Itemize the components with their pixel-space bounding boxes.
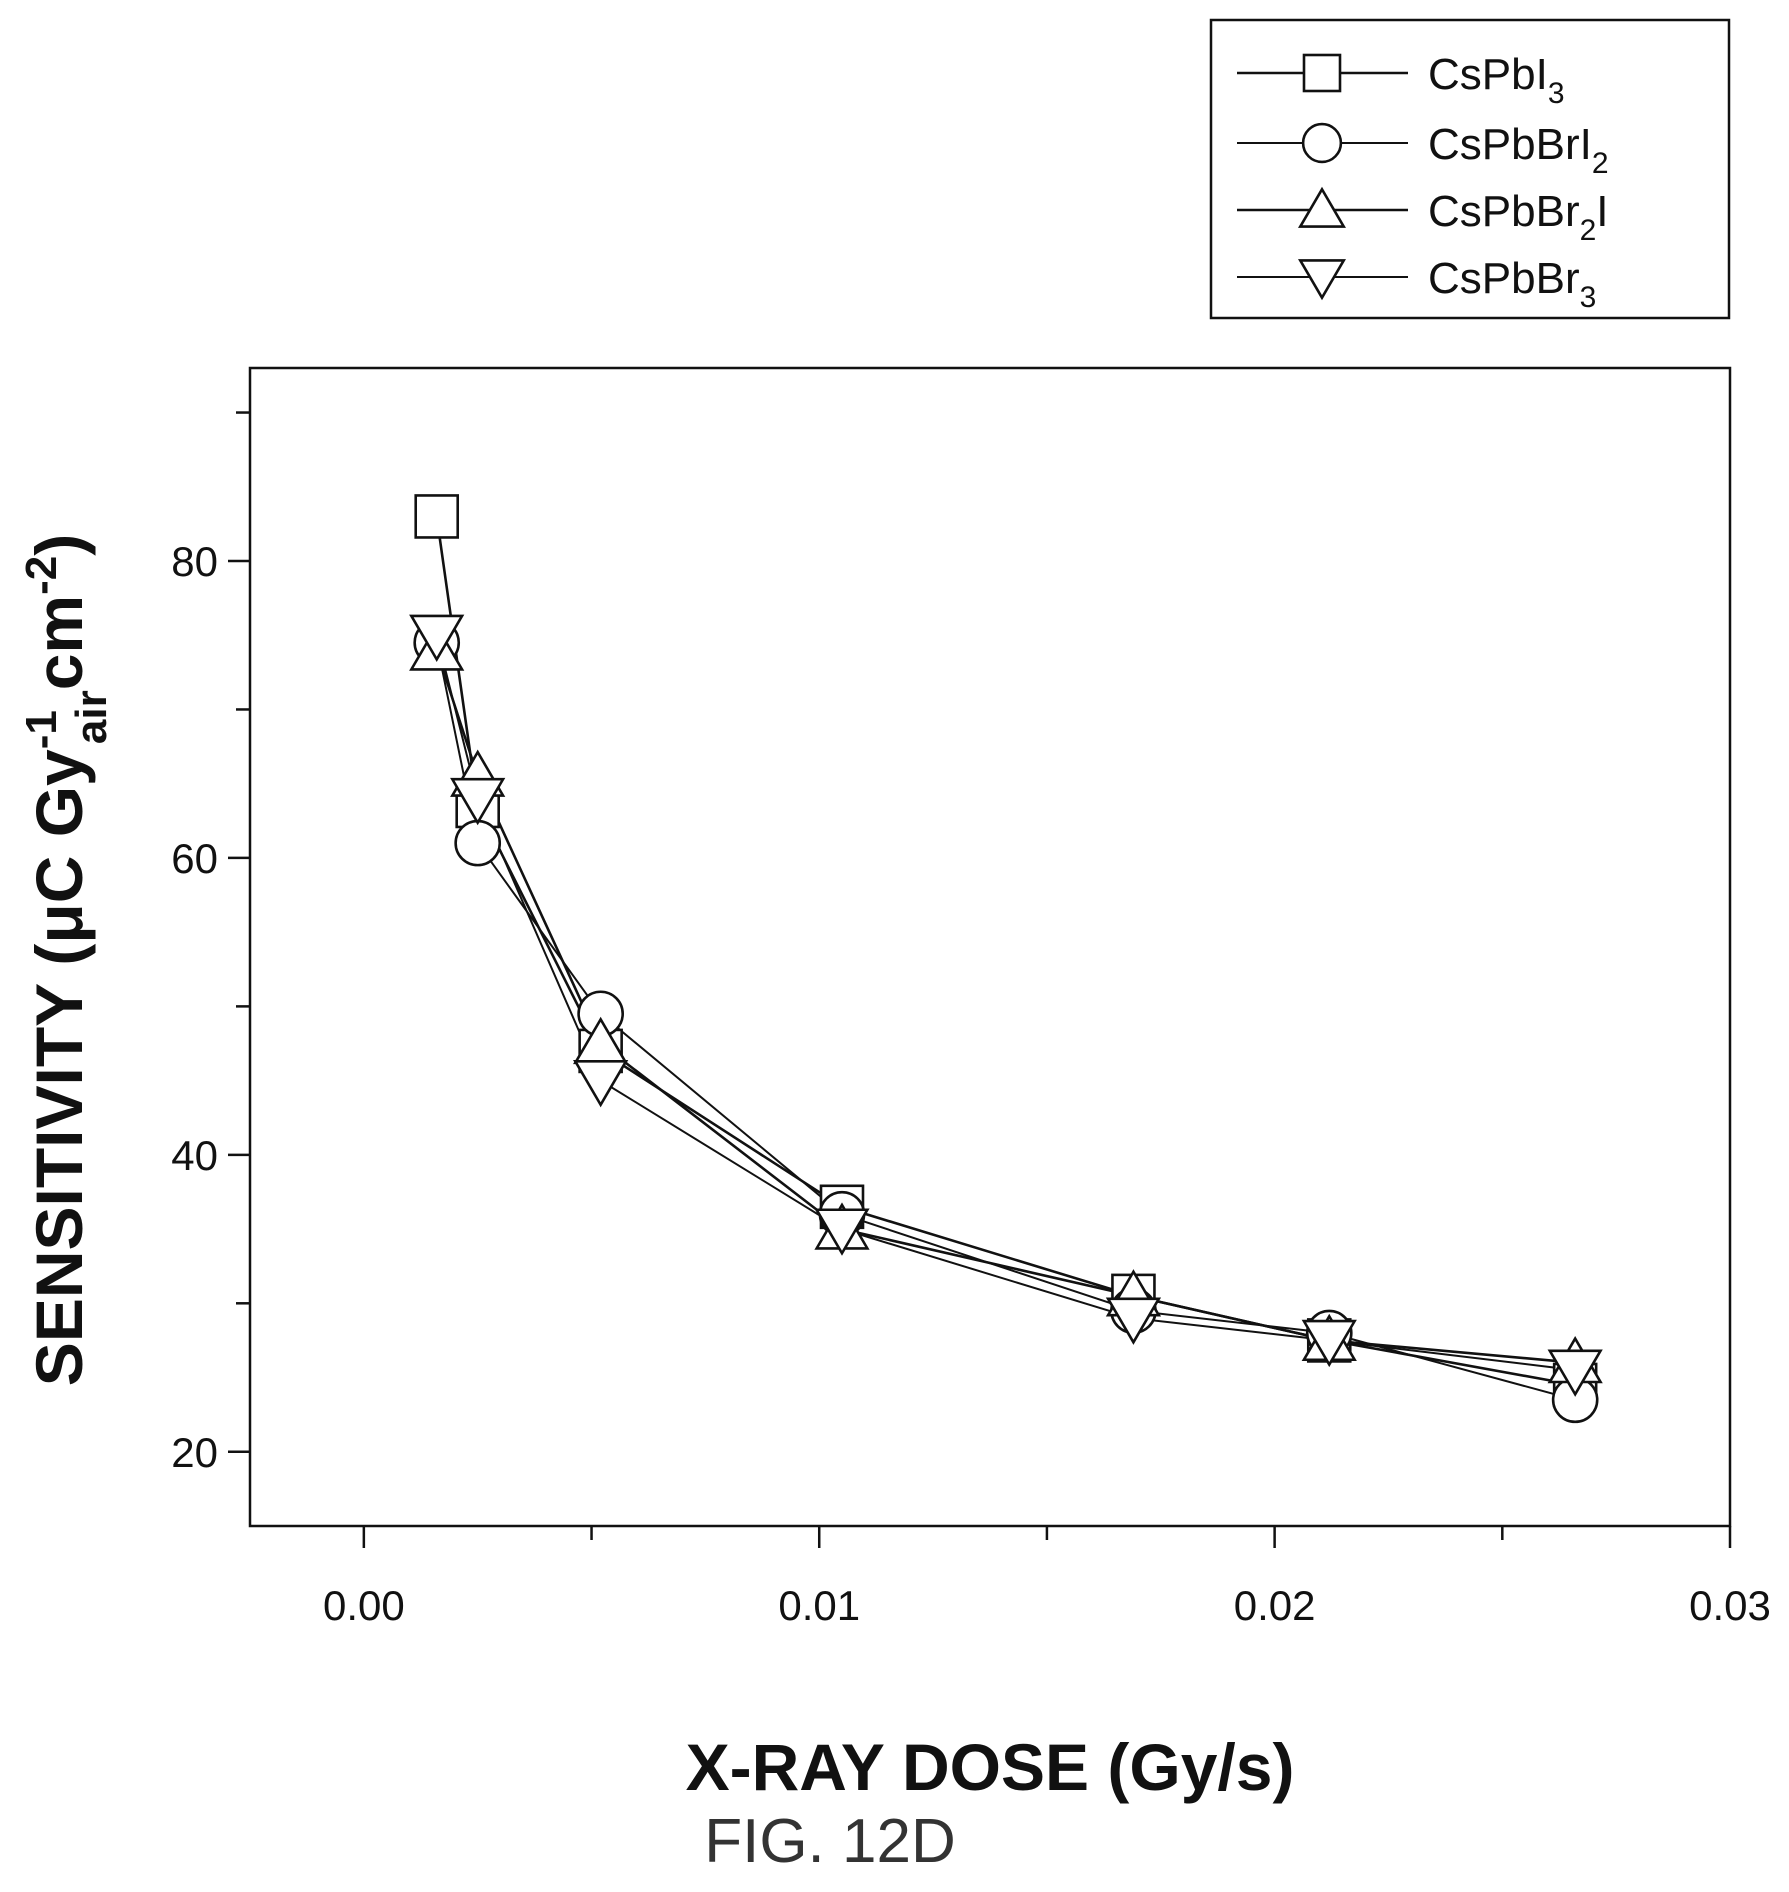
legend-label-tail: I — [1596, 187, 1608, 236]
y-axis-title-sub1: air — [67, 690, 116, 744]
data-point — [409, 614, 465, 662]
legend-frame — [1209, 18, 1731, 320]
legend-label: CsPbBr2I — [1428, 187, 1609, 247]
legend-label: CsPbBr3 — [1428, 254, 1596, 314]
legend-entry: CsPbI3 — [1237, 50, 1565, 110]
legend-marker — [1298, 259, 1346, 301]
y-tick-label: 40 — [171, 1132, 218, 1179]
legend-label-sub: 3 — [1580, 281, 1597, 314]
x-tick-label: 0.00 — [323, 1582, 405, 1629]
y-axis-title-sup2: -2 — [17, 556, 66, 595]
y-axis: 20 40 60 80 — [171, 411, 250, 1476]
y-tick-label: 60 — [171, 835, 218, 882]
legend-entry: CsPbBr2I — [1237, 186, 1609, 247]
legend-label: CsPbBrI2 — [1428, 120, 1609, 180]
data-point — [1547, 1349, 1603, 1397]
y-axis-title: SENSITIVITY (μC Gy-1aircm-2) — [17, 534, 116, 1386]
x-tick-label: 0.01 — [778, 1582, 860, 1629]
data-point — [414, 494, 460, 539]
legend-label-sub: 3 — [1548, 77, 1565, 110]
y-tick-label: 80 — [171, 538, 218, 585]
data-point — [1301, 1319, 1357, 1368]
legend-entry: CsPbBrI2 — [1237, 120, 1609, 180]
legend-marker — [1302, 53, 1342, 93]
series-layer — [409, 494, 1603, 1424]
data-point — [450, 777, 506, 826]
x-axis: 0.00 0.01 0.02 0.03 — [323, 1526, 1771, 1629]
y-axis-title-suffix: ) — [22, 534, 96, 556]
legend-label-base: CsPbBr — [1428, 254, 1580, 303]
figure-caption: FIG. 12D — [704, 1807, 956, 1876]
plot-area-frame — [248, 366, 1732, 1528]
legend-entry: CsPbBr3 — [1237, 254, 1596, 314]
legend-label-base: CsPbBr — [1428, 187, 1580, 236]
legend-label: CsPbI3 — [1428, 50, 1565, 110]
data-point — [814, 1208, 870, 1256]
data-point — [454, 819, 502, 867]
series-line — [435, 516, 1576, 1387]
x-tick-label: 0.02 — [1234, 1582, 1316, 1629]
series-markers-CsPbBr3 — [409, 614, 1603, 1397]
series-CsPbI3 — [435, 516, 1576, 1387]
x-axis-title: X-RAY DOSE (Gy/s) — [686, 1730, 1295, 1804]
legend-marker — [1301, 122, 1343, 164]
series-markers-CsPbBrI2 — [413, 619, 1599, 1424]
legend-label-sub: 2 — [1580, 214, 1597, 247]
legend-marker — [1298, 186, 1346, 228]
x-tick-label: 0.03 — [1689, 1582, 1771, 1629]
legend-label-base: CsPbBrI — [1428, 120, 1592, 169]
data-point — [573, 1059, 629, 1108]
legend-label-sub: 2 — [1592, 147, 1609, 180]
data-point — [1105, 1297, 1162, 1345]
y-axis-title-sup1: -1 — [17, 710, 66, 749]
y-axis-title-prefix: SENSITIVITY (μC Gy — [22, 749, 96, 1386]
y-tick-label: 20 — [171, 1429, 218, 1476]
y-axis-title-mid: cm — [22, 595, 96, 690]
legend-label-base: CsPbI — [1428, 50, 1548, 99]
